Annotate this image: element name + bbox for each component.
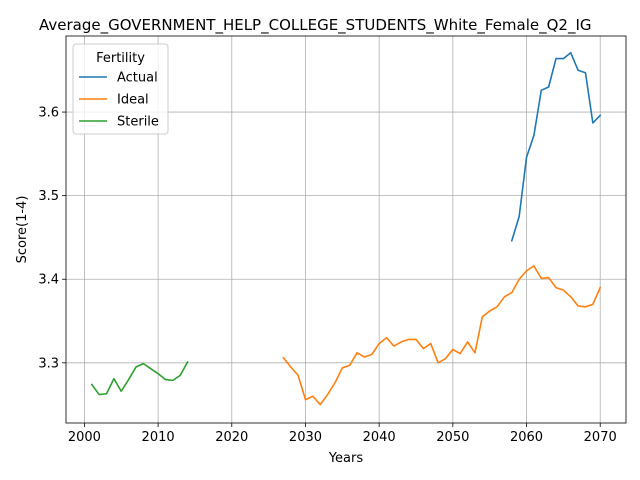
x-tick-label: 2050 (436, 430, 469, 445)
x-axis-label: Years (328, 451, 364, 466)
y-tick-label: 3.5 (38, 189, 59, 204)
legend-label-ideal: Ideal (117, 93, 149, 108)
legend-label-actual: Actual (117, 71, 158, 86)
legend-label-sterile: Sterile (117, 115, 159, 130)
series-line-actual (510, 51, 602, 242)
legend-title: Fertility (96, 51, 145, 66)
plot-frame (65, 35, 627, 424)
x-axis: 2000 2010 2020 2030 2040 2050 2060 2070 (68, 423, 617, 445)
x-tick-label: 2000 (68, 430, 101, 445)
x-tick-label: 2040 (363, 430, 396, 445)
x-tick-label: 2010 (142, 430, 175, 445)
x-tick-label: 2020 (215, 430, 248, 445)
x-tick-label: 2070 (584, 430, 617, 445)
legend-box (72, 43, 169, 135)
grid (66, 36, 626, 423)
y-tick-label: 3.4 (38, 273, 59, 288)
legend: Fertility Actual Ideal Sterile (72, 43, 169, 135)
y-axis: 3.3 3.4 3.5 3.6 (38, 106, 66, 371)
chart-title: Average_GOVERNMENT_HELP_COLLEGE_STUDENTS… (39, 16, 592, 35)
y-tick-label: 3.3 (38, 356, 59, 371)
x-tick-label: 2030 (289, 430, 322, 445)
series-line-sterile (90, 360, 189, 396)
series-lines (90, 51, 602, 406)
y-axis-label: Score(1-4) (15, 196, 30, 264)
x-tick-label: 2060 (510, 430, 543, 445)
series-line-ideal (282, 265, 602, 406)
y-tick-label: 3.6 (38, 106, 59, 121)
